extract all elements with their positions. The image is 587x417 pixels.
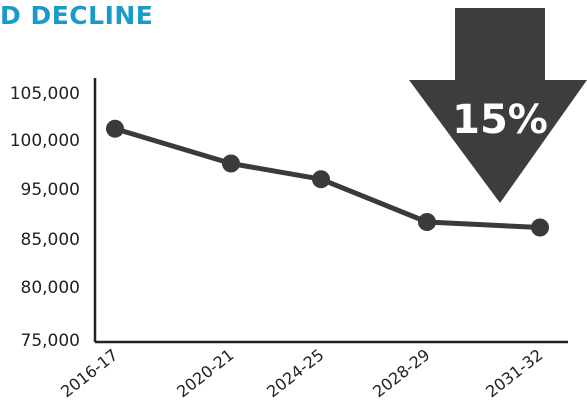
data-point	[106, 119, 124, 138]
y-tick-label: 105,000	[10, 84, 80, 104]
data-point	[222, 154, 240, 173]
decline-percent-label: 15%	[452, 97, 548, 143]
x-tick-label: 2020-21	[173, 345, 237, 401]
x-tick-label: 2031-32	[482, 345, 546, 401]
x-tick-label: 2024-25	[263, 345, 327, 401]
data-point	[312, 170, 330, 189]
decline-arrow	[409, 8, 587, 203]
y-tick-label: 85,000	[21, 230, 80, 250]
y-tick-label: 75,000	[21, 331, 80, 351]
x-tick-label: 2028-29	[369, 345, 433, 401]
y-tick-label: 80,000	[21, 278, 80, 298]
y-tick-label: 100,000	[10, 131, 80, 151]
y-tick-label: 95,000	[21, 180, 80, 200]
data-point	[418, 213, 436, 231]
data-point	[531, 218, 549, 237]
x-tick-label: 2016-17	[57, 345, 121, 401]
chart-title: D DECLINE	[0, 1, 154, 30]
